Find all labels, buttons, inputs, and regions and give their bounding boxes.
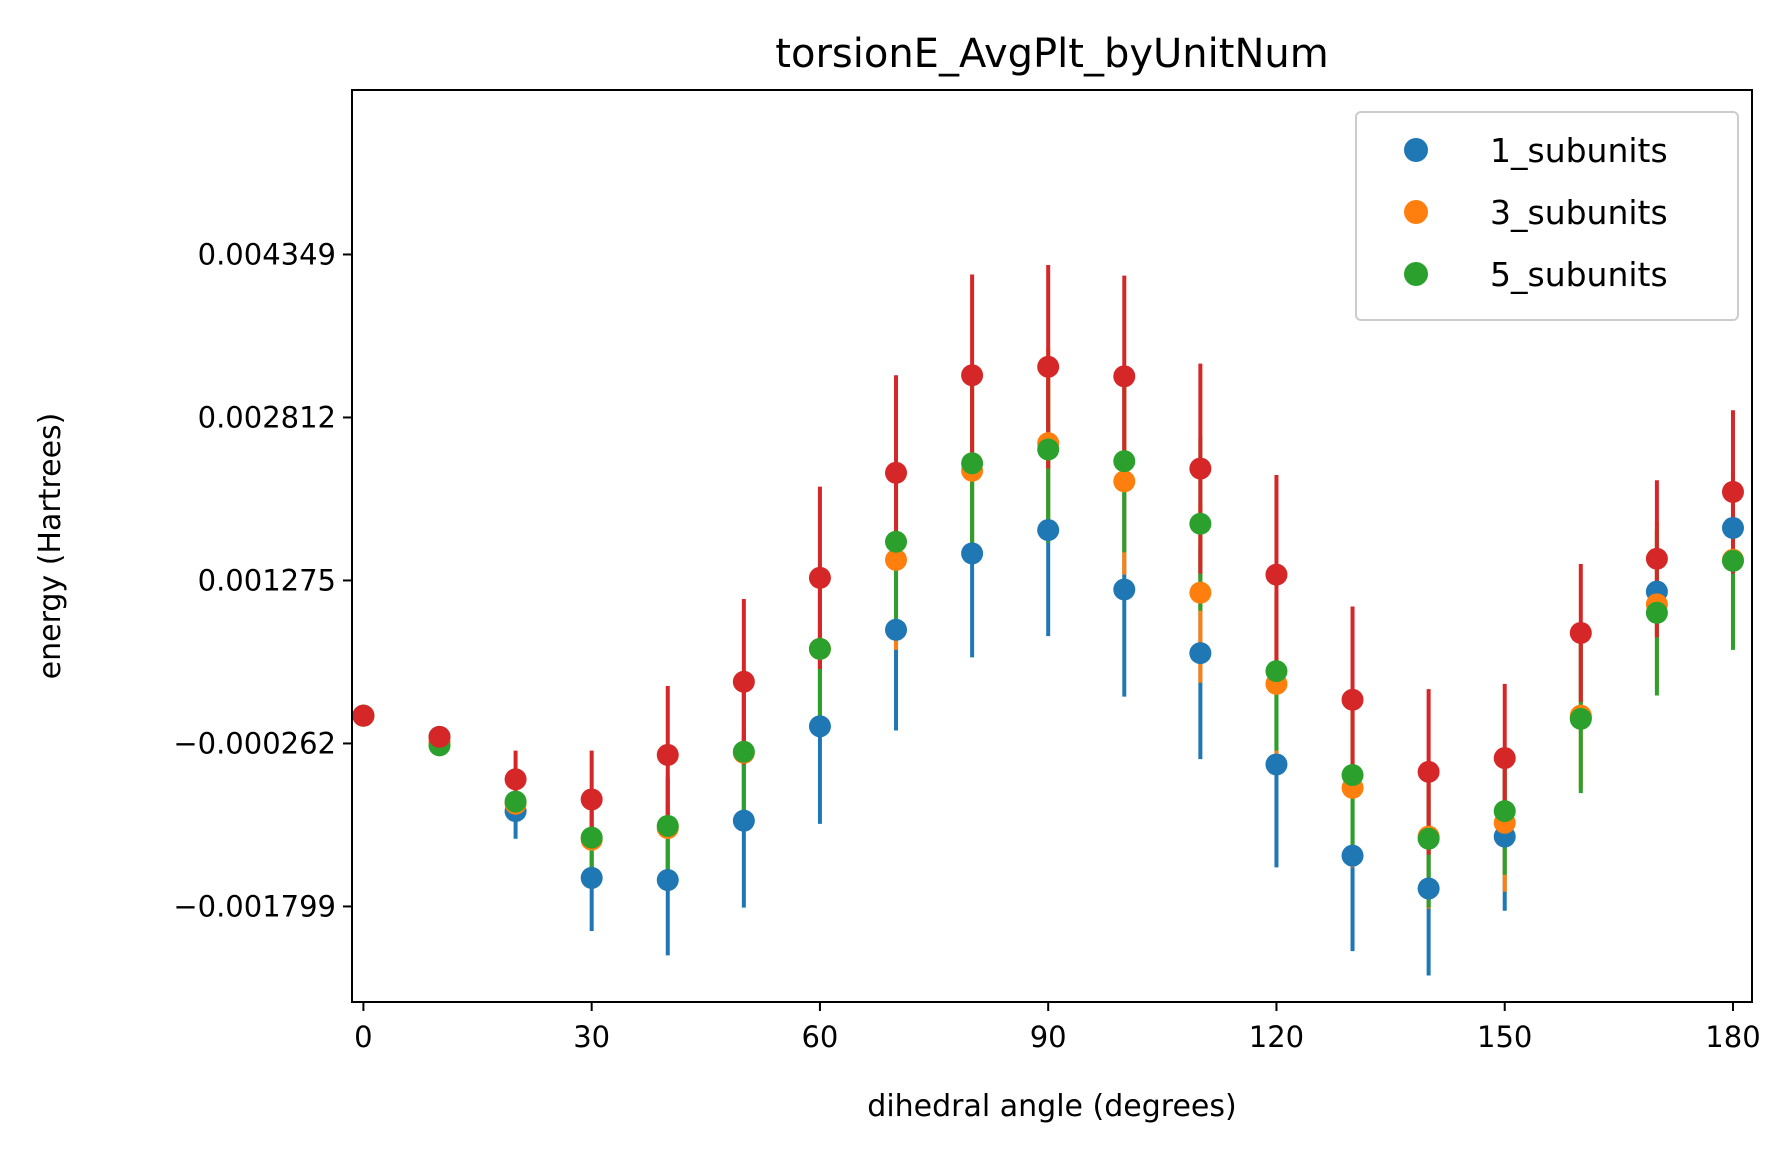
data-point bbox=[1265, 563, 1288, 586]
data-point bbox=[1037, 438, 1060, 461]
data-point bbox=[352, 704, 375, 727]
data-point bbox=[1721, 480, 1744, 503]
data-point bbox=[1417, 877, 1440, 900]
data-point bbox=[1265, 753, 1288, 776]
data-point bbox=[1493, 800, 1516, 823]
data-point bbox=[1189, 457, 1212, 480]
data-point bbox=[1113, 470, 1136, 493]
data-point bbox=[580, 788, 603, 811]
data-point bbox=[1037, 519, 1060, 542]
data-point bbox=[732, 670, 755, 693]
data-point bbox=[1341, 688, 1364, 711]
x-axis-label: dihedral angle (degrees) bbox=[867, 1089, 1236, 1124]
data-point bbox=[1417, 827, 1440, 850]
plot-frame bbox=[351, 89, 1753, 1003]
data-point bbox=[580, 826, 603, 849]
data-point bbox=[1493, 747, 1516, 770]
data-point bbox=[885, 530, 908, 553]
x-tick-label: 90 bbox=[1030, 1020, 1067, 1054]
y-tick-label: 0.002812 bbox=[198, 400, 336, 434]
data-point bbox=[1113, 450, 1136, 473]
data-point bbox=[1645, 547, 1668, 570]
x-tick-label: 150 bbox=[1477, 1020, 1532, 1054]
data-point bbox=[1569, 707, 1592, 730]
data-point bbox=[656, 869, 679, 892]
y-axis-label: energy (Hartrees) bbox=[33, 413, 68, 680]
data-point bbox=[1189, 581, 1212, 604]
data-point bbox=[808, 566, 831, 589]
y-tick-label: 0.001275 bbox=[198, 563, 336, 597]
legend-marker bbox=[1404, 262, 1428, 286]
y-tick-label: −0.001799 bbox=[173, 889, 336, 923]
data-point bbox=[1417, 760, 1440, 783]
data-point bbox=[885, 548, 908, 571]
x-tick-label: 60 bbox=[801, 1020, 838, 1054]
y-tick-label: 0.004349 bbox=[198, 237, 336, 271]
x-tick-label: 120 bbox=[1249, 1020, 1304, 1054]
data-point bbox=[1189, 642, 1212, 665]
legend-label: 3_subunits bbox=[1490, 193, 1668, 232]
chart-title: torsionE_AvgPlt_byUnitNum bbox=[775, 31, 1328, 77]
x-tick-label: 30 bbox=[573, 1020, 610, 1054]
legend-box bbox=[1355, 111, 1739, 321]
data-point bbox=[961, 452, 984, 475]
legend-marker bbox=[1404, 138, 1428, 162]
data-point bbox=[1721, 549, 1744, 572]
data-point bbox=[732, 740, 755, 763]
data-point bbox=[961, 542, 984, 565]
data-point bbox=[1189, 512, 1212, 535]
data-point bbox=[580, 866, 603, 889]
legend-label: 1_subunits bbox=[1490, 131, 1668, 170]
data-point bbox=[1265, 660, 1288, 683]
legend: 1_subunits 3_subunits 5_subunits bbox=[1355, 111, 1739, 321]
data-point bbox=[1569, 621, 1592, 644]
data-point bbox=[1113, 365, 1136, 388]
point-series-3 bbox=[352, 355, 1744, 811]
data-point bbox=[732, 809, 755, 832]
x-axis-ticks: 0 30 60 90 120 150 180 bbox=[354, 1002, 1761, 1054]
legend-marker bbox=[1404, 200, 1428, 224]
data-point bbox=[656, 743, 679, 766]
y-axis-ticks: −0.001799 −0.000262 0.001275 0.002812 0.0043… bbox=[173, 237, 352, 923]
data-points bbox=[352, 355, 1744, 900]
x-tick-label: 0 bbox=[354, 1020, 372, 1054]
data-point bbox=[1341, 844, 1364, 867]
data-point bbox=[656, 814, 679, 837]
data-point bbox=[961, 364, 984, 387]
data-point bbox=[808, 715, 831, 738]
data-point bbox=[1037, 355, 1060, 378]
data-point bbox=[504, 790, 527, 813]
x-tick-label: 180 bbox=[1705, 1020, 1760, 1054]
data-point bbox=[885, 618, 908, 641]
data-point bbox=[808, 637, 831, 660]
legend-label: 5_subunits bbox=[1490, 255, 1668, 294]
data-point bbox=[1721, 516, 1744, 539]
data-point bbox=[885, 461, 908, 484]
data-point bbox=[1341, 764, 1364, 787]
data-point bbox=[1645, 601, 1668, 624]
data-point bbox=[1113, 578, 1136, 601]
data-point bbox=[428, 725, 451, 748]
y-tick-label: −0.000262 bbox=[173, 726, 336, 760]
data-point bbox=[504, 768, 527, 791]
